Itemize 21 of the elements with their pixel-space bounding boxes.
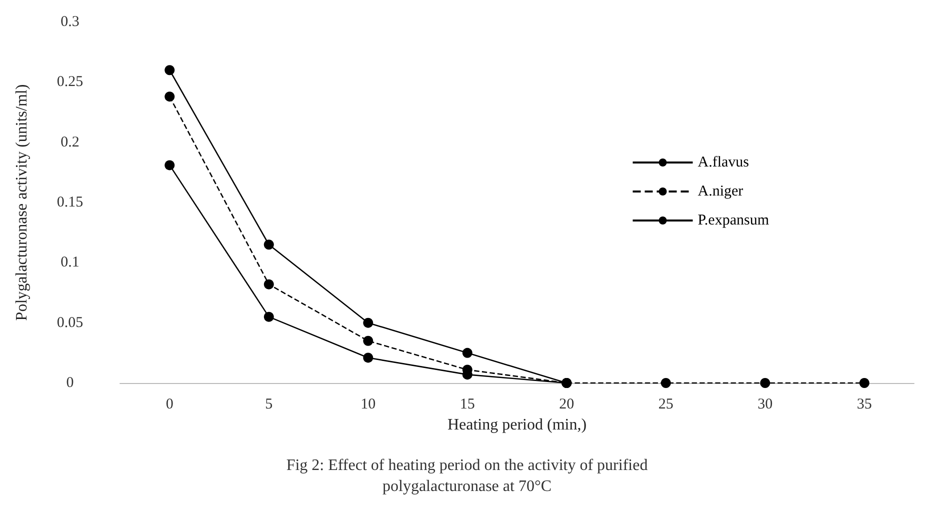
y-tick-label: 0.25 bbox=[56, 74, 84, 90]
x-tick-label: 30 bbox=[758, 396, 773, 412]
y-tick-label: 0.3 bbox=[60, 14, 80, 30]
y-axis-title: Polygalacturonase activity (units/ml) bbox=[14, 84, 30, 321]
x-tick-label: 35 bbox=[856, 396, 872, 412]
legend-label: P.expansum bbox=[698, 212, 770, 228]
x-tick-label: 15 bbox=[460, 396, 475, 412]
x-tick-label: 5 bbox=[265, 396, 273, 412]
y-tick-label: 0.05 bbox=[56, 314, 84, 331]
caption: Fig 2: Effect of heating period on the activity of purified polygalacturonase at 70°C bbox=[286, 457, 648, 495]
x-axis-title: Heating period (min,) bbox=[447, 416, 587, 434]
y-tick-label: 0.15 bbox=[56, 194, 84, 210]
legend-label: A.flavus bbox=[698, 154, 750, 170]
x-tick-label: 0 bbox=[166, 396, 174, 412]
legend-label: A.niger bbox=[698, 184, 744, 200]
y-tick-label: 0.2 bbox=[60, 134, 80, 150]
y-tick-label: 0 bbox=[66, 375, 74, 391]
x-tick-label: 25 bbox=[658, 396, 674, 412]
x-tick-label: 10 bbox=[360, 396, 376, 412]
y-tick-label: 0.1 bbox=[60, 254, 80, 271]
x-tick-label: 20 bbox=[559, 396, 574, 412]
